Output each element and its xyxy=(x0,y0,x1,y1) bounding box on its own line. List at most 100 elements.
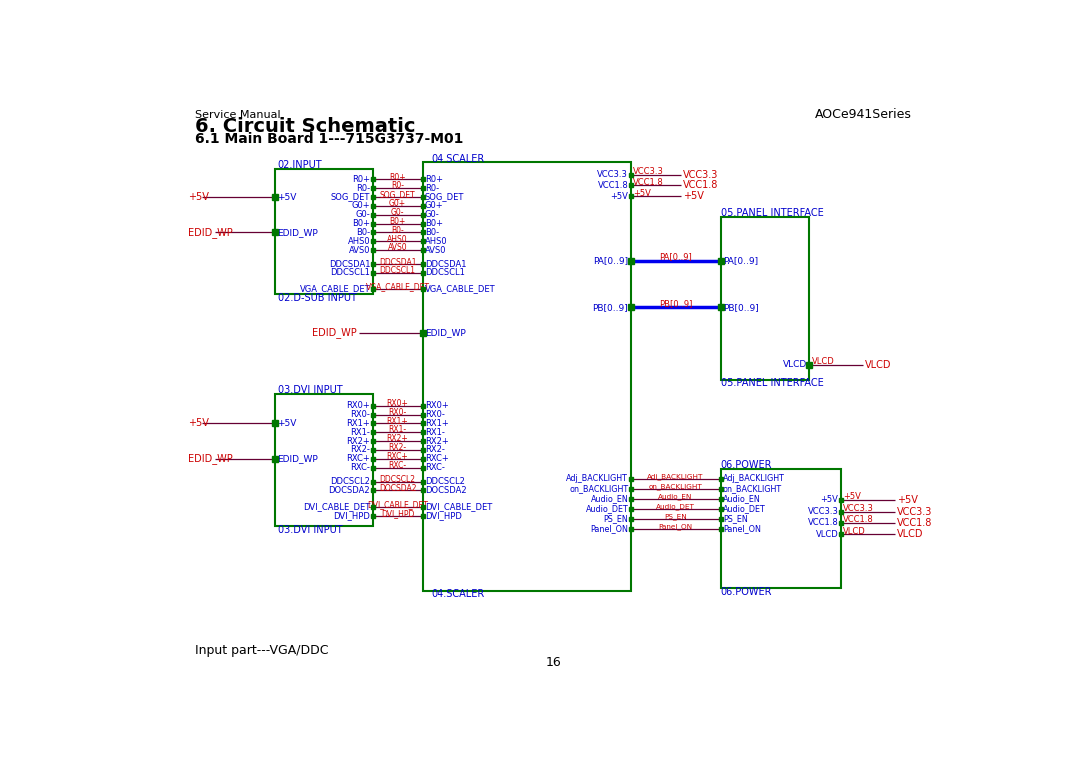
Text: VCC1.8: VCC1.8 xyxy=(843,515,874,524)
Text: R0-: R0- xyxy=(424,184,440,193)
Text: VCC1.8: VCC1.8 xyxy=(597,181,629,190)
Text: G0-: G0- xyxy=(424,211,440,219)
Text: DVI_CABLE_DET: DVI_CABLE_DET xyxy=(303,502,370,511)
Text: DDCSCL1: DDCSCL1 xyxy=(379,266,416,275)
Text: DVI_CABLE_DET: DVI_CABLE_DET xyxy=(424,502,492,511)
Text: AHS0: AHS0 xyxy=(388,234,408,243)
Text: DDCSCL1: DDCSCL1 xyxy=(330,269,370,278)
Text: RX1+: RX1+ xyxy=(347,419,370,428)
Text: PA[0..9]: PA[0..9] xyxy=(593,256,629,266)
Text: R0+: R0+ xyxy=(389,172,406,182)
Text: Audio_EN: Audio_EN xyxy=(659,493,692,500)
Text: B0+: B0+ xyxy=(390,217,406,226)
Text: EDID_WP: EDID_WP xyxy=(278,454,318,463)
Text: RX2+: RX2+ xyxy=(424,436,448,446)
Text: PS_EN: PS_EN xyxy=(604,514,629,523)
Text: PA[0..9]: PA[0..9] xyxy=(659,253,692,262)
Bar xyxy=(720,468,840,588)
Text: Audio_DET: Audio_DET xyxy=(723,504,766,513)
Text: RX2-: RX2- xyxy=(350,446,370,455)
Text: RX2+: RX2+ xyxy=(347,436,370,446)
Text: PS_EN: PS_EN xyxy=(723,514,747,523)
Text: 02.D-SUB INPUT: 02.D-SUB INPUT xyxy=(278,293,356,303)
Text: RX2-: RX2- xyxy=(424,446,445,455)
Text: RX1-: RX1- xyxy=(389,426,407,434)
Text: Panel_ON: Panel_ON xyxy=(659,523,692,530)
Text: RX1-: RX1- xyxy=(424,428,445,436)
Text: 03.DVI INPUT: 03.DVI INPUT xyxy=(278,525,342,535)
Text: SOG_DET: SOG_DET xyxy=(380,190,416,199)
Text: +5V: +5V xyxy=(896,494,918,504)
Text: PS_EN: PS_EN xyxy=(664,513,687,520)
Text: RX0+: RX0+ xyxy=(387,399,408,408)
Text: EDID_WP: EDID_WP xyxy=(424,328,465,337)
Text: Panel_ON: Panel_ON xyxy=(591,524,629,533)
Text: +5V: +5V xyxy=(188,418,208,429)
Text: 05.PANEL INTERFACE: 05.PANEL INTERFACE xyxy=(720,208,823,218)
Text: RX1+: RX1+ xyxy=(387,417,408,426)
Text: B0-: B0- xyxy=(424,228,440,237)
Text: VCC1.8: VCC1.8 xyxy=(633,178,663,187)
Text: G0-: G0- xyxy=(355,211,370,219)
Text: RX1+: RX1+ xyxy=(424,419,448,428)
Text: RX2-: RX2- xyxy=(389,443,407,452)
Text: VGA_CABLE_DET: VGA_CABLE_DET xyxy=(424,285,496,294)
Text: 03.DVI INPUT: 03.DVI INPUT xyxy=(278,385,342,395)
Text: RXC-: RXC- xyxy=(389,461,407,470)
Text: +5V: +5V xyxy=(633,188,650,198)
Text: DDCSDA1: DDCSDA1 xyxy=(328,260,370,269)
Text: DDCSCL2: DDCSCL2 xyxy=(424,478,464,487)
Text: RX0+: RX0+ xyxy=(347,401,370,410)
Text: Audio_DET: Audio_DET xyxy=(585,504,629,513)
Text: DVI_HPD: DVI_HPD xyxy=(381,509,415,518)
Text: DDCSCL2: DDCSCL2 xyxy=(379,475,416,485)
Text: EDID_WP: EDID_WP xyxy=(278,228,318,237)
Text: 6. Circuit Schematic: 6. Circuit Schematic xyxy=(195,118,416,137)
Text: B0-: B0- xyxy=(391,226,404,235)
Text: VGA_CABLE_DET: VGA_CABLE_DET xyxy=(299,285,370,294)
Text: R0-: R0- xyxy=(356,184,370,193)
Text: on_BACKLIGHT: on_BACKLIGHT xyxy=(569,485,629,494)
Text: VLCD: VLCD xyxy=(865,360,892,370)
Text: G0-: G0- xyxy=(391,208,404,217)
Text: G0+: G0+ xyxy=(352,201,370,211)
Text: 06.POWER: 06.POWER xyxy=(720,460,772,470)
Text: AVS0: AVS0 xyxy=(424,246,446,255)
Text: DOCSDA2: DOCSDA2 xyxy=(379,484,416,493)
Bar xyxy=(274,394,373,526)
Text: VCC3.3: VCC3.3 xyxy=(633,167,664,176)
Text: DOCSDA2: DOCSDA2 xyxy=(328,486,370,495)
Text: DDCSCL1: DDCSCL1 xyxy=(424,269,464,278)
Text: R0-: R0- xyxy=(391,182,404,191)
Text: DDCSCL2: DDCSCL2 xyxy=(330,478,370,487)
Text: +5V: +5V xyxy=(188,192,208,202)
Text: AHS0: AHS0 xyxy=(348,237,370,246)
Text: 05.PANEL INTERFACE: 05.PANEL INTERFACE xyxy=(720,378,823,388)
Text: VCC1.8: VCC1.8 xyxy=(808,518,838,527)
Text: VLCD: VLCD xyxy=(815,530,838,539)
Text: Adj_BACKLIGHT: Adj_BACKLIGHT xyxy=(647,473,704,480)
Text: Panel_ON: Panel_ON xyxy=(723,524,760,533)
Text: 16: 16 xyxy=(545,656,562,669)
Text: 04.SCALER: 04.SCALER xyxy=(432,589,485,600)
Text: +5V: +5V xyxy=(843,492,861,501)
Text: VCC3.3: VCC3.3 xyxy=(597,170,629,179)
Text: VCC1.8: VCC1.8 xyxy=(683,181,718,191)
Text: RX0-: RX0- xyxy=(424,410,445,419)
Text: Input part---VGA/DDC: Input part---VGA/DDC xyxy=(195,644,329,657)
Text: AVS0: AVS0 xyxy=(388,243,407,253)
Text: VCC3.3: VCC3.3 xyxy=(683,169,718,180)
Text: VLCD: VLCD xyxy=(843,526,866,536)
Text: RXC-: RXC- xyxy=(350,463,370,472)
Text: PB[0..9]: PB[0..9] xyxy=(659,299,692,307)
Text: DDCSDA1: DDCSDA1 xyxy=(424,260,467,269)
Text: +5V: +5V xyxy=(278,419,296,428)
Text: G0+: G0+ xyxy=(389,199,406,208)
Text: B0+: B0+ xyxy=(424,219,443,228)
Text: PB[0..9]: PB[0..9] xyxy=(723,303,758,311)
Text: RXC-: RXC- xyxy=(424,463,445,472)
Text: VLCD: VLCD xyxy=(811,357,834,366)
Text: VCC1.8: VCC1.8 xyxy=(896,518,932,528)
Text: RXC+: RXC+ xyxy=(347,454,370,463)
Text: DDCSDA1: DDCSDA1 xyxy=(379,258,416,266)
